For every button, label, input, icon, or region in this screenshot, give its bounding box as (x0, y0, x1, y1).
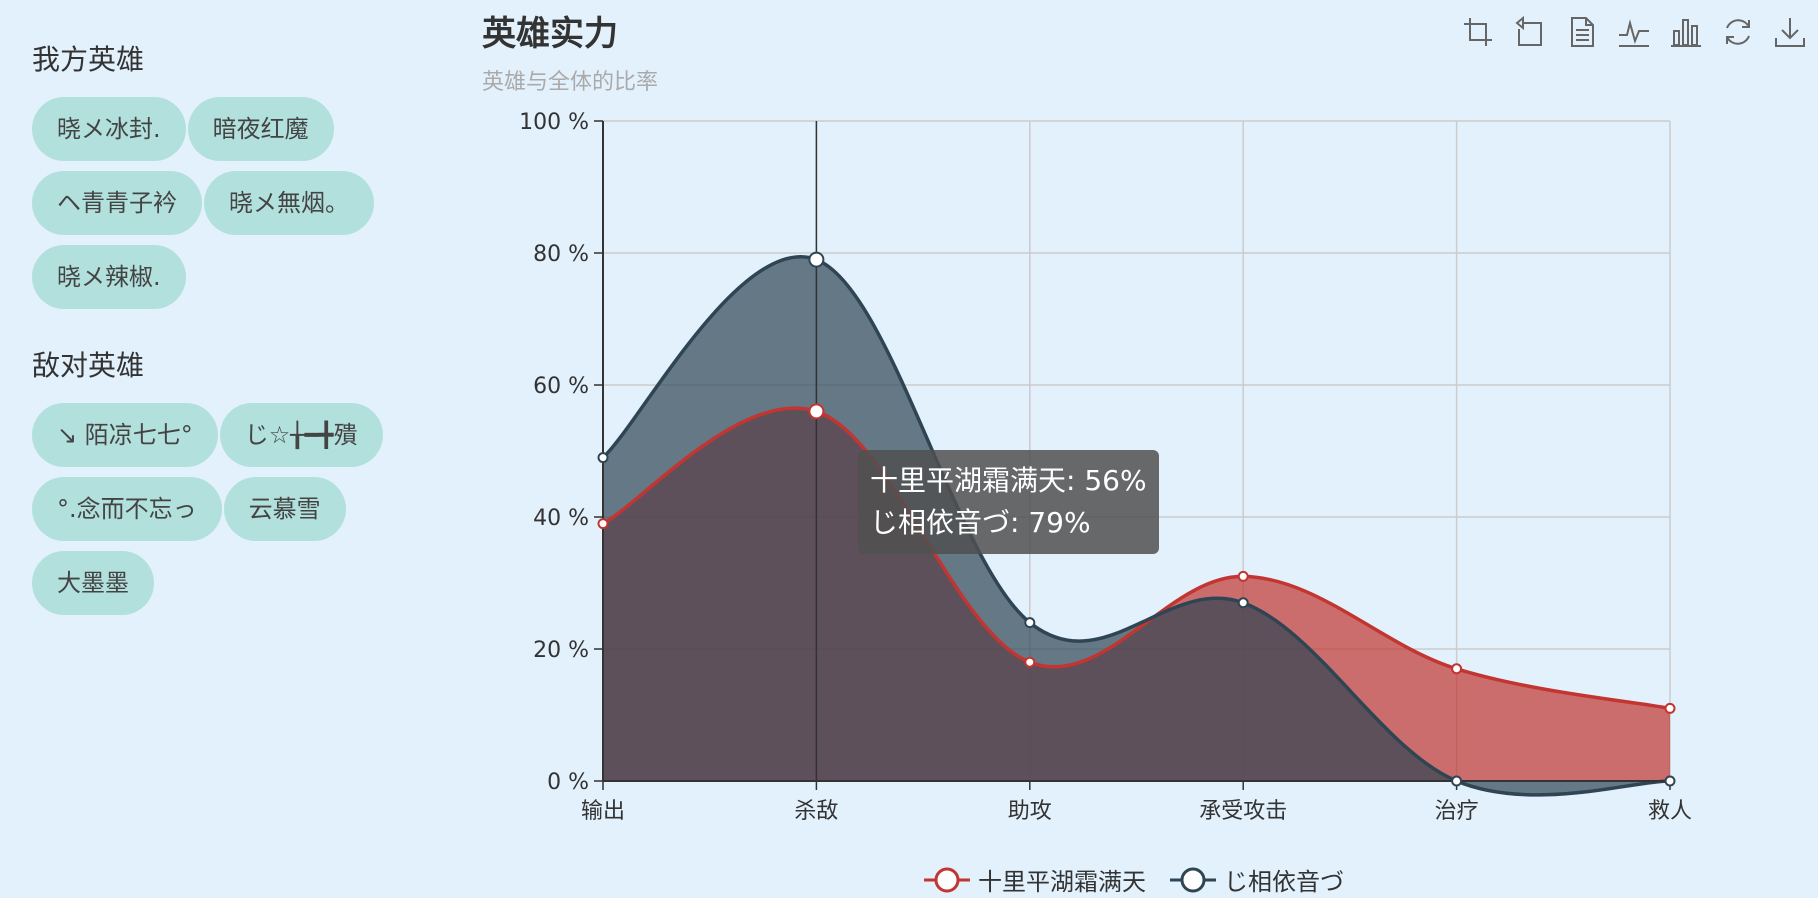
our-heroes-title: 我方英雄 (32, 43, 145, 76)
series-1-point[interactable] (1664, 702, 1676, 714)
series-2-point[interactable] (597, 452, 609, 464)
x-tick-label: 输出 (581, 799, 625, 824)
series-1-point[interactable] (1237, 570, 1249, 582)
y-tick-label: 40 % (533, 506, 589, 531)
our-hero-chip[interactable]: 晓メ冰封. (32, 97, 186, 161)
y-tick-label: 100 % (519, 110, 589, 135)
series-2-point[interactable] (1024, 617, 1036, 629)
restore-icon[interactable] (1712, 10, 1764, 54)
enemy-heroes-list: ↘ 陌凉七七° じ☆╁━╋殨 °.念而不忘っ 云慕雪大墨墨 (32, 403, 422, 625)
x-tick-label: 治疗 (1435, 799, 1479, 824)
our-hero-chip[interactable]: 暗夜红魔 (187, 97, 334, 161)
series-1-point[interactable] (1024, 656, 1036, 668)
our-hero-chip[interactable]: ヘ青青子衿 (32, 171, 202, 235)
series-1-point[interactable] (808, 403, 825, 420)
legend-label-series-2: じ相依音づ (1224, 868, 1344, 896)
enemy-hero-chip[interactable]: 大墨墨 (32, 551, 154, 615)
tooltip-line-2: じ相依音づ: 79% (870, 506, 1091, 539)
enemy-hero-chip[interactable]: ↘ 陌凉七七° (32, 403, 218, 467)
chart-title: 英雄实力 (482, 14, 618, 54)
save-image-icon[interactable] (1764, 10, 1816, 54)
enemy-hero-chip[interactable]: 云慕雪 (223, 477, 346, 541)
chart-subtitle: 英雄与全体的比率 (482, 70, 659, 95)
our-heroes-list: 晓メ冰封. 暗夜红魔ヘ青青子衿 晓メ無烟。 晓メ辣椒. (32, 97, 422, 319)
series-2-area (603, 256, 1670, 795)
zoom-reset-icon[interactable] (1504, 10, 1556, 54)
enemy-heroes-title: 敌对英雄 (32, 349, 145, 382)
legend-item-series-1[interactable]: 十里平湖霜满天 (922, 862, 1146, 897)
legend-marker-series-1 (924, 867, 970, 892)
series-2-point[interactable] (1237, 597, 1249, 609)
line-chart-icon[interactable] (1608, 10, 1660, 54)
chart-tooltip: 十里平湖霜满天: 56% じ相依音づ: 79% (858, 450, 1159, 554)
data-view-icon[interactable] (1556, 10, 1608, 54)
legend-marker-series-2 (1170, 867, 1216, 892)
tooltip-line-1: 十里平湖霜满天: 56% (870, 464, 1147, 497)
enemy-hero-chip[interactable]: じ☆╁━╋殨 (219, 403, 383, 467)
y-tick-label: 80 % (533, 242, 589, 267)
x-tick-label: 救人 (1648, 799, 1692, 824)
series-1-point[interactable] (597, 518, 609, 530)
chart-legend: 十里平湖霜满天 じ相依音づ (922, 862, 1366, 897)
series-2-point[interactable] (1664, 775, 1676, 787)
zoom-icon[interactable] (1452, 10, 1504, 54)
y-tick-label: 60 % (533, 374, 589, 399)
enemy-hero-chip[interactable]: °.念而不忘っ (32, 477, 222, 541)
x-tick-label: 承受攻击 (1199, 799, 1287, 824)
legend-label-series-1: 十里平湖霜满天 (978, 868, 1146, 896)
x-tick-label: 助攻 (1008, 799, 1052, 824)
chart-toolbox (1452, 10, 1816, 54)
series-2-point[interactable] (808, 251, 825, 268)
y-tick-label: 20 % (533, 638, 589, 663)
our-hero-chip[interactable]: 晓メ辣椒. (32, 245, 186, 309)
y-tick-label: 0 % (547, 770, 589, 795)
series-2-point[interactable] (1451, 775, 1463, 787)
legend-item-series-2[interactable]: じ相依音づ (1168, 862, 1344, 897)
our-hero-chip[interactable]: 晓メ無烟。 (204, 171, 374, 235)
series-1-point[interactable] (1451, 663, 1463, 675)
x-tick-label: 杀敌 (794, 799, 838, 824)
bar-chart-icon[interactable] (1660, 10, 1712, 54)
